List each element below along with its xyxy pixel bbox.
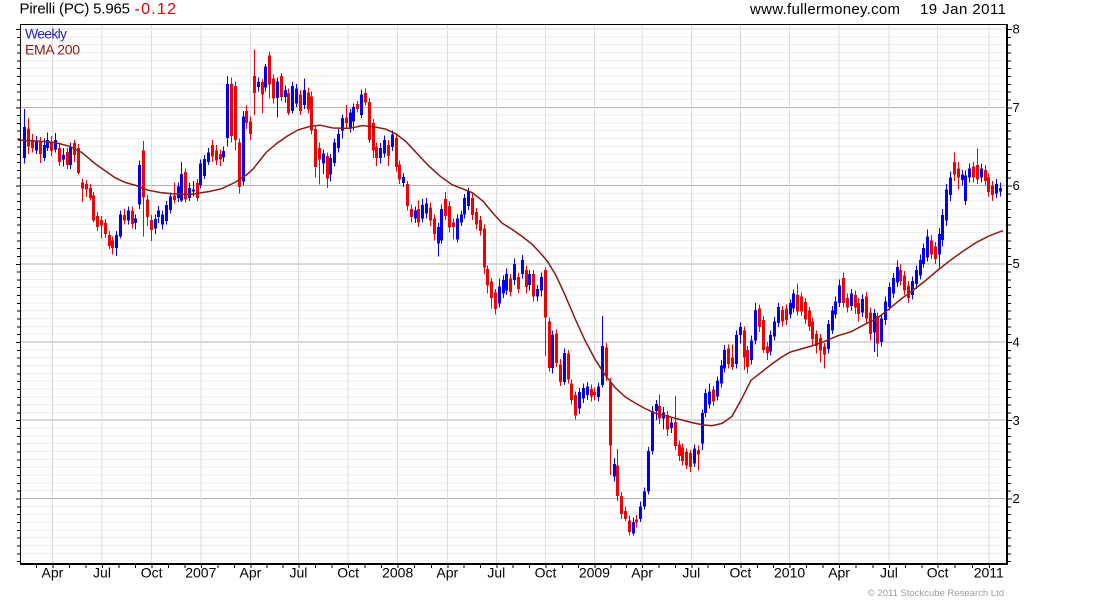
svg-text:Jul: Jul xyxy=(93,565,111,581)
svg-text:3: 3 xyxy=(1013,413,1020,428)
svg-text:5: 5 xyxy=(1013,256,1020,271)
svg-text:Jul: Jul xyxy=(289,565,307,581)
svg-text:2007: 2007 xyxy=(185,565,216,581)
svg-text:Oct: Oct xyxy=(927,565,949,581)
svg-text:2010: 2010 xyxy=(774,565,805,581)
svg-text:Jul: Jul xyxy=(487,565,505,581)
svg-text:Oct: Oct xyxy=(141,565,163,581)
svg-text:Apr: Apr xyxy=(240,565,262,581)
svg-text:Jul: Jul xyxy=(880,565,898,581)
svg-text:EMA 200: EMA 200 xyxy=(25,42,80,58)
svg-text:2: 2 xyxy=(1013,491,1020,506)
svg-text:6: 6 xyxy=(1013,178,1020,193)
svg-text:7: 7 xyxy=(1013,100,1020,115)
svg-text:2008: 2008 xyxy=(382,565,413,581)
svg-text:Weekly: Weekly xyxy=(25,26,67,42)
svg-text:4: 4 xyxy=(1013,335,1020,350)
svg-text:Apr: Apr xyxy=(436,565,458,581)
svg-text:Apr: Apr xyxy=(42,565,64,581)
svg-text:Jul: Jul xyxy=(682,565,700,581)
svg-text:© 2011 Stockcube Research Ltd: © 2011 Stockcube Research Ltd xyxy=(868,588,1004,599)
svg-text:19 Jan 2011: 19 Jan 2011 xyxy=(920,1,1006,18)
svg-text:Oct: Oct xyxy=(337,565,359,581)
svg-text:-0.12: -0.12 xyxy=(135,1,177,18)
svg-text:8: 8 xyxy=(1013,22,1020,37)
svg-text:2009: 2009 xyxy=(579,565,610,581)
svg-text:Pirelli (PC) 5.965: Pirelli (PC) 5.965 xyxy=(20,1,131,18)
svg-text:Apr: Apr xyxy=(828,565,850,581)
svg-text:2011: 2011 xyxy=(974,565,1004,581)
svg-text:Oct: Oct xyxy=(535,565,557,581)
svg-text:Apr: Apr xyxy=(631,565,653,581)
svg-text:www.fullermoney.com: www.fullermoney.com xyxy=(749,1,900,18)
svg-text:Oct: Oct xyxy=(730,565,752,581)
